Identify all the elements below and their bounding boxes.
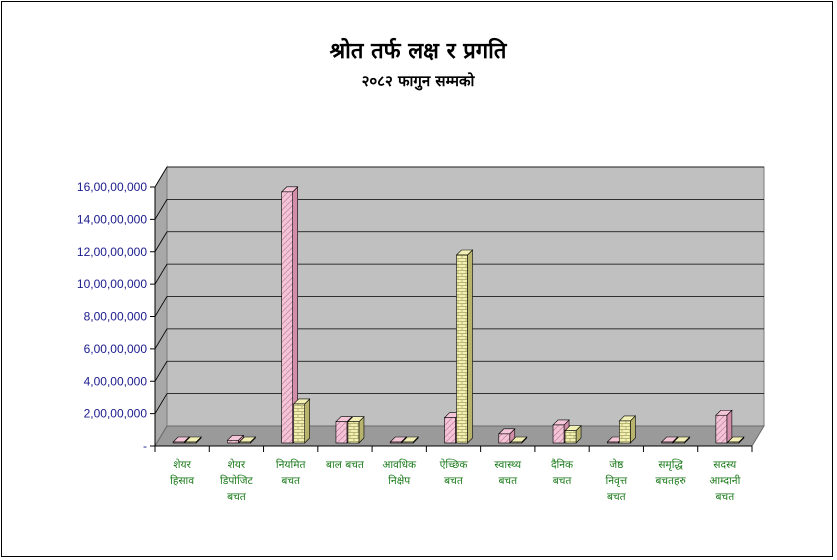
bar-side xyxy=(726,409,733,444)
gridline-side xyxy=(154,393,168,414)
x-tick-label: बचतहरु xyxy=(655,475,686,487)
bar xyxy=(498,433,511,444)
bar xyxy=(456,254,468,444)
bar xyxy=(444,417,456,444)
chart-subtitle: २०८२ फागुन सम्मको xyxy=(362,72,476,91)
gridline-side xyxy=(154,166,168,188)
bar xyxy=(673,441,685,444)
bar xyxy=(552,424,565,444)
x-tick-label: आवधिक xyxy=(382,458,417,471)
gridline-side xyxy=(154,263,168,285)
bar-side xyxy=(467,249,473,444)
gridline-side xyxy=(154,328,168,350)
x-tick-label: निक्षेप xyxy=(388,474,411,487)
x-tick-label: शेयर xyxy=(173,458,191,471)
bar xyxy=(172,441,185,444)
bar xyxy=(619,420,631,444)
bar xyxy=(727,441,740,444)
x-tick-label: स्वास्थ्य xyxy=(494,459,522,471)
gridline-side xyxy=(154,296,168,317)
y-tick-label: 8,00,00,000 xyxy=(84,310,148,324)
bar xyxy=(239,441,251,444)
x-tick-label: नियमित xyxy=(276,458,307,471)
y-tick-label: 10,00,00,000 xyxy=(77,277,147,291)
y-tick-label: 4,00,00,000 xyxy=(84,374,148,388)
x-tick-label: बचत xyxy=(553,475,573,487)
x-tick-label: हिसाव xyxy=(170,474,194,487)
bar xyxy=(389,441,402,444)
x-tick-label: शेयर xyxy=(228,458,246,471)
bar xyxy=(564,430,577,444)
bar xyxy=(293,403,305,444)
y-tick-label: 16,00,00,000 xyxy=(77,180,147,194)
bar xyxy=(661,441,673,444)
x-tick-label: जेष्ठ xyxy=(609,458,624,471)
bar xyxy=(607,441,619,444)
x-tick-label: बचत xyxy=(498,475,518,487)
gridline-side xyxy=(154,361,168,382)
x-tick-label: आम्दानी xyxy=(709,474,740,487)
bar xyxy=(347,421,360,444)
bar xyxy=(227,440,239,444)
bar xyxy=(401,441,414,444)
x-tick-label: बाल बचत xyxy=(326,459,365,471)
gridline-side xyxy=(154,231,168,252)
y-tick-label: 6,00,00,000 xyxy=(84,342,148,356)
x-tick-label: ऐच्छिक xyxy=(440,458,469,471)
x-tick-label: दैनिक xyxy=(551,458,574,471)
x-tick-label: निवृत्त xyxy=(605,474,627,487)
y-tick-label: - xyxy=(143,439,147,453)
plot-area: - 2,00,00,000 4,00,00,000 6,00,00,000 8,00,0… xyxy=(77,165,765,503)
x-tick-label: समृद्धि xyxy=(658,458,683,471)
chart-title: श्रोत तर्फ लक्ष र प्रगति xyxy=(330,37,508,64)
x-tick-label: बचत xyxy=(607,491,627,503)
bar-side xyxy=(304,398,310,444)
bar xyxy=(335,421,348,444)
gridline-side xyxy=(154,199,168,220)
bar xyxy=(184,441,197,444)
y-tick-label: 12,00,00,000 xyxy=(77,245,147,259)
x-tick-label: बचत xyxy=(716,491,736,503)
x-tick-label: सदस्य xyxy=(713,459,737,471)
bar xyxy=(510,441,523,444)
bar xyxy=(281,191,293,444)
bar xyxy=(715,414,728,444)
x-tick-label: बचत xyxy=(227,491,247,503)
x-tick-label: बचत xyxy=(281,475,301,487)
x-tick-label: बचत xyxy=(444,475,464,487)
y-tick-label: 2,00,00,000 xyxy=(84,407,148,421)
x-tick-label: डिपोजिट xyxy=(220,474,254,487)
y-tick-label: 14,00,00,000 xyxy=(77,212,147,226)
